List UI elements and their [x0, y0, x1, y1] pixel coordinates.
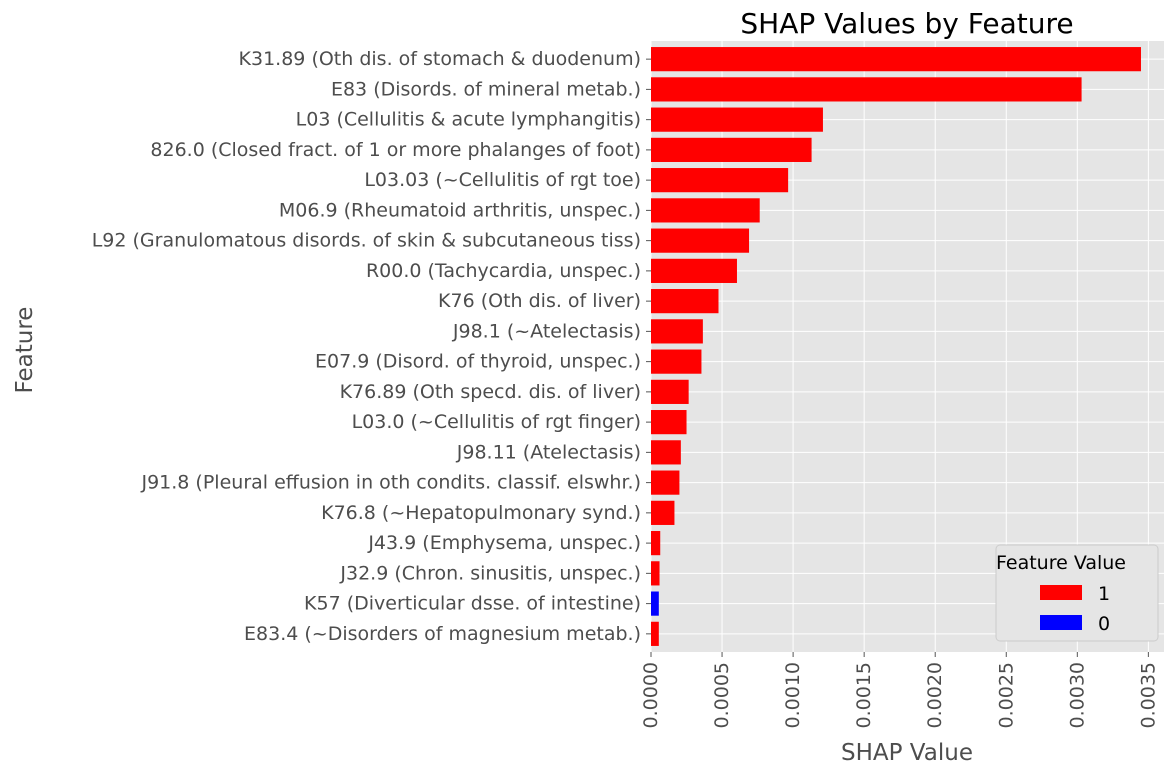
- x-tick-label: 0.0025: [995, 662, 1017, 728]
- bar: [651, 531, 661, 556]
- y-tick-label: K76.89 (Oth specd. dis. of liver): [340, 381, 641, 403]
- bar: [651, 47, 1141, 72]
- y-tick-label: R00.0 (Tachycardia, unspec.): [366, 260, 641, 282]
- bar: [651, 77, 1082, 102]
- bar: [651, 228, 750, 253]
- bar: [651, 470, 680, 495]
- y-tick-label: E83.4 (~Disorders of magnesium metab.): [244, 623, 641, 645]
- bars: [651, 47, 1141, 646]
- bar: [651, 349, 702, 374]
- y-tick-label: K76 (Oth dis. of liver): [438, 290, 641, 312]
- chart-title: SHAP Values by Feature: [740, 7, 1073, 40]
- bar: [651, 561, 660, 586]
- bar: [651, 440, 681, 465]
- y-tick-label: J98.11 (Atelectasis): [456, 441, 641, 463]
- bar: [651, 258, 737, 283]
- bar: [651, 621, 659, 646]
- x-tick-labels: 0.0000 0.0005 0.0010 0.0015 0.0020 0.0025 0.00…: [640, 652, 1159, 728]
- y-tick-label: M06.9 (Rheumatoid arthritis, unspec.): [279, 199, 641, 221]
- y-tick-label: K76.8 (~Hepatopulmonary synd.): [321, 502, 641, 524]
- bar: [651, 591, 659, 616]
- y-tick-label: L92 (Granulomatous disords. of skin & su…: [92, 230, 641, 252]
- y-axis-label: Feature: [12, 307, 38, 394]
- legend-swatch-1: [1040, 585, 1082, 600]
- legend-label-1: 1: [1098, 583, 1110, 605]
- y-tick-label: L03 (Cellulitis & acute lymphangitis): [296, 109, 641, 131]
- y-tick-label: J91.8 (Pleural effusion in oth condits. …: [140, 472, 641, 494]
- x-tick-label: 0.0035: [1137, 662, 1159, 728]
- bar: [651, 319, 703, 344]
- x-tick-label: 0.0015: [853, 662, 875, 728]
- legend: Feature Value 1 0: [995, 544, 1159, 642]
- legend-title: Feature Value: [996, 552, 1126, 574]
- bar: [651, 168, 789, 193]
- x-axis-label: SHAP Value: [841, 740, 973, 766]
- y-tick-label: K31.89 (Oth dis. of stomach & duodenum): [239, 48, 641, 70]
- x-tick-label: 0.0010: [782, 662, 804, 728]
- y-tick-label: E07.9 (Disord. of thyroid, unspec.): [315, 351, 641, 373]
- y-tick-label: L03.0 (~Cellulitis of rgt finger): [352, 411, 641, 433]
- y-tick-label: J32.9 (Chron. sinusitis, unspec.): [339, 562, 641, 584]
- bar: [651, 289, 719, 314]
- y-tick-label: J98.1 (~Atelectasis): [452, 320, 641, 342]
- x-tick-label: 0.0005: [711, 662, 733, 728]
- y-tick-label: L03.03 (~Cellulitis of rgt toe): [364, 169, 641, 191]
- legend-label-0: 0: [1098, 613, 1110, 635]
- y-tick-label: J43.9 (Emphysema, unspec.): [367, 532, 641, 554]
- bar: [651, 410, 687, 435]
- y-tick-label: K57 (Diverticular dsse. of intestine): [304, 593, 641, 615]
- y-tick-label: 826.0 (Closed fract. of 1 or more phalan…: [150, 139, 641, 161]
- x-tick-label: 0.0030: [1066, 662, 1088, 728]
- bar: [651, 379, 689, 404]
- x-tick-label: 0.0000: [640, 662, 662, 728]
- x-tick-label: 0.0020: [924, 662, 946, 728]
- bar: [651, 500, 675, 525]
- bar: [651, 137, 812, 162]
- bar: [651, 198, 760, 223]
- bar: [651, 107, 823, 132]
- y-tick-labels: K31.89 (Oth dis. of stomach & duodenum) E…: [92, 48, 651, 645]
- legend-swatch-0: [1040, 615, 1082, 630]
- y-tick-label: E83 (Disords. of mineral metab.): [331, 78, 641, 100]
